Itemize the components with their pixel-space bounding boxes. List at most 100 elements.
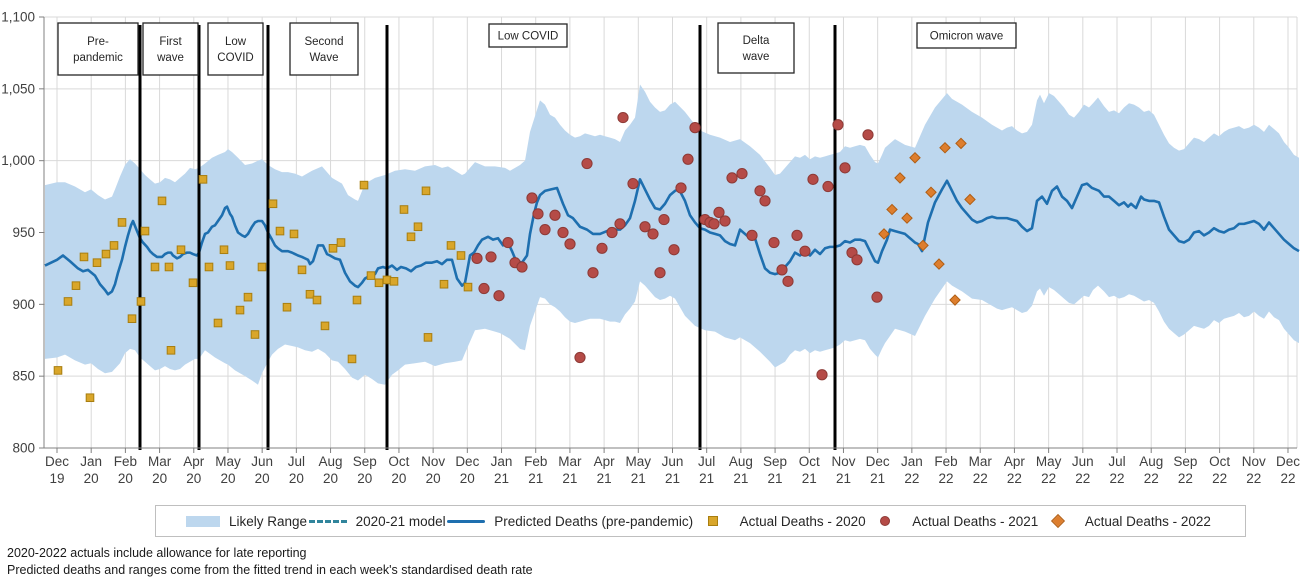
x-axis-label-year: 20 <box>186 471 201 486</box>
actual-2021-point <box>759 195 771 207</box>
actual-2020-point <box>382 275 392 285</box>
x-axis-label-month: Jan <box>491 454 513 469</box>
actual-2021-point <box>726 172 738 184</box>
y-axis-label: 800 <box>12 441 35 456</box>
gold-square-icon <box>707 516 718 526</box>
x-axis-label-month: Apr <box>594 454 616 469</box>
actual-2020-point <box>359 180 369 190</box>
x-axis-label-month: May <box>1036 454 1062 469</box>
actual-2022-point <box>894 172 906 184</box>
actual-2020-point <box>268 199 278 209</box>
x-axis-label-year: 20 <box>357 471 372 486</box>
actual-2020-point <box>347 354 357 364</box>
actual-2022-point <box>886 203 898 216</box>
x-axis-label-year: 21 <box>802 471 817 486</box>
legend-item-likely-range: Likely Range <box>186 514 307 529</box>
red-circle-icon <box>880 516 891 526</box>
x-axis-label-month: Jan <box>80 454 102 469</box>
x-axis-label-month: Dec <box>866 454 890 469</box>
likely-range-swatch-icon <box>186 515 220 527</box>
actual-2020-point <box>446 241 456 250</box>
actual-2021-point <box>596 242 608 254</box>
actual-2022-point <box>925 186 937 199</box>
actual-2022-point <box>964 193 976 206</box>
actual-2021-point <box>799 245 811 257</box>
legend-label: 2020-21 model <box>355 513 446 529</box>
x-axis-label-year: 21 <box>733 471 748 486</box>
actual-2021-point <box>746 229 758 241</box>
legend-item-predicted-deaths: Predicted Deaths (pre-pandemic) <box>447 514 693 529</box>
y-axis-label: 950 <box>12 225 35 240</box>
actual-2020-point <box>150 262 160 272</box>
phase-label: wave <box>742 51 770 63</box>
x-axis-label-month: May <box>626 454 652 469</box>
x-axis-label-month: May <box>215 454 241 469</box>
actual-2020-point <box>198 175 208 184</box>
actual-2021-point <box>526 192 538 204</box>
phase-label: Omicron wave <box>930 31 1004 43</box>
phase-label: Low <box>225 36 247 48</box>
actual-2020-point <box>289 229 299 239</box>
actual-2021-point <box>776 264 788 276</box>
actual-2021-point <box>862 129 874 141</box>
x-axis-label-year: 19 <box>49 471 64 486</box>
legend-item-actual-2021: Actual Deaths - 2021 <box>867 514 1038 529</box>
actual-2021-point <box>689 122 701 134</box>
actual-2021-point <box>807 173 819 185</box>
actual-2020-point <box>164 262 174 272</box>
x-axis-label-year: 22 <box>1007 471 1022 486</box>
actual-2021-point <box>587 267 599 279</box>
x-axis-label-month: Jun <box>662 454 684 469</box>
actual-2020-point <box>366 271 376 280</box>
actual-2020-point <box>421 186 431 196</box>
x-axis-label-year: 22 <box>1280 471 1295 486</box>
x-axis-label-month: Oct <box>1209 454 1230 469</box>
x-axis-label-month: Aug <box>729 454 753 469</box>
footnote-predicted-source: Predicted deaths and ranges come from th… <box>7 563 533 577</box>
phase-label-box <box>142 22 199 76</box>
actual-2021-point <box>668 244 680 256</box>
phase-label-box <box>488 23 568 48</box>
actual-2020-point <box>213 318 223 328</box>
x-axis-label-year: 21 <box>562 471 577 486</box>
x-axis-label-year: 21 <box>631 471 646 486</box>
x-axis-label-year: 21 <box>836 471 851 486</box>
actual-2021-point <box>736 167 748 180</box>
actual-2020-point <box>282 302 292 312</box>
actual-2021-point <box>682 153 694 165</box>
predicted-line-icon <box>447 519 486 523</box>
x-axis-label-month: Sep <box>763 454 787 469</box>
actual-2021-point <box>617 111 629 124</box>
x-axis-label-month: Oct <box>388 454 409 469</box>
phase-label: Delta <box>743 35 770 47</box>
actual-2021-point <box>839 162 851 174</box>
actual-2020-point <box>53 366 63 375</box>
x-axis-label-month: Apr <box>183 454 205 469</box>
x-axis-label-year: 22 <box>1212 471 1227 486</box>
x-axis-label-year: 22 <box>1041 471 1056 486</box>
x-axis-label-year: 20 <box>323 471 338 486</box>
actual-2021-point <box>791 229 803 241</box>
actual-2020-point <box>166 346 176 355</box>
x-axis-label-month: Feb <box>934 454 957 469</box>
actual-2022-point <box>901 212 913 224</box>
x-axis-label-month: Dec <box>455 454 479 469</box>
actual-2021-point <box>471 252 483 264</box>
actual-2020-point <box>320 321 330 331</box>
phase-label-box <box>916 22 1017 49</box>
x-axis-label-month: Oct <box>799 454 820 469</box>
actual-2021-point <box>532 208 544 220</box>
actual-2021-point <box>768 236 780 249</box>
x-axis-label-month: Jun <box>251 454 273 469</box>
phase-label: Pre- <box>87 36 109 48</box>
actual-2021-point <box>708 218 720 230</box>
actual-2021-point <box>782 275 794 287</box>
actual-2020-point <box>312 295 322 305</box>
legend-item-actual-2020: Actual Deaths - 2020 <box>695 514 866 529</box>
actual-2021-point <box>713 206 725 218</box>
actual-2021-point <box>574 351 586 364</box>
x-axis-label-month: Aug <box>319 454 343 469</box>
x-axis-label-year: 20 <box>255 471 270 486</box>
phase-label: COVID <box>217 52 253 64</box>
phase-label: Wave <box>310 52 339 64</box>
